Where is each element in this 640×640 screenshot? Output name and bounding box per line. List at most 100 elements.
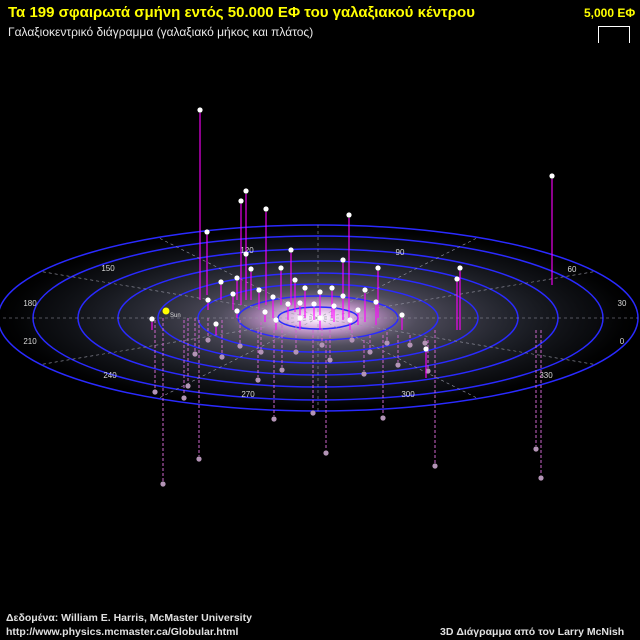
cluster-marker — [297, 300, 303, 306]
cluster-marker — [454, 276, 460, 282]
cluster-marker — [285, 301, 291, 307]
cluster-marker — [230, 291, 236, 297]
cluster-marker — [149, 316, 155, 322]
cluster-marker — [340, 257, 346, 263]
cluster-marker — [425, 368, 431, 374]
cluster-marker — [278, 265, 284, 271]
clusters-below-plane — [152, 318, 544, 487]
cluster-marker — [384, 340, 390, 346]
cluster-marker — [218, 279, 224, 285]
chart-subtitle: Γαλαξιοκεντρικό διάγραμμα (γαλαξιακό μήκ… — [8, 25, 314, 39]
cluster-marker — [258, 349, 264, 355]
cluster-marker — [243, 251, 249, 257]
cluster-marker — [279, 367, 285, 373]
cluster-marker — [270, 294, 276, 300]
cluster-marker — [310, 410, 316, 416]
cluster-marker — [380, 415, 386, 421]
longitude-label: 300 — [401, 390, 415, 399]
longitude-labels: 0 30 60 90 120 150 180 210 240 270 300 330 — [23, 246, 627, 399]
cluster-marker — [234, 308, 240, 314]
cluster-marker — [331, 303, 337, 309]
cluster-marker — [533, 446, 539, 452]
longitude-label: 150 — [101, 264, 115, 273]
longitude-label: 90 — [396, 248, 405, 257]
cluster-marker — [181, 395, 187, 401]
cluster-marker — [213, 321, 219, 327]
longitude-label: 330 — [539, 371, 553, 380]
cluster-marker — [205, 297, 211, 303]
cluster-marker — [347, 317, 353, 323]
longitude-line — [40, 317, 319, 365]
cluster-marker — [197, 107, 203, 113]
scale-label: 5,000 ΕΦ — [584, 6, 636, 20]
longitude-label: 270 — [241, 390, 255, 399]
cluster-marker — [302, 285, 308, 291]
cluster-marker — [317, 289, 323, 295]
cluster-marker — [423, 346, 429, 352]
cluster-marker — [271, 416, 277, 422]
cluster-marker — [311, 301, 317, 307]
chart-title: Τα 199 σφαιρωτά σμήνη εντός 50.000 ΕΦ το… — [8, 4, 475, 21]
cluster-marker — [422, 340, 428, 346]
cluster-marker — [292, 277, 298, 283]
cluster-marker — [262, 309, 268, 315]
longitude-label: 240 — [103, 371, 117, 380]
cluster-marker — [237, 343, 243, 349]
cluster-marker — [355, 307, 361, 313]
cluster-marker — [263, 206, 269, 212]
cluster-marker — [248, 266, 254, 272]
longitude-label: 180 — [23, 299, 37, 308]
cluster-marker — [238, 198, 244, 204]
clusters-above-plane — [149, 107, 555, 378]
longitude-line — [40, 271, 319, 319]
credit-data-source: Δεδομένα: William E. Harris, McMaster Un… — [6, 612, 252, 624]
cluster-marker — [243, 188, 249, 194]
cluster-marker — [549, 173, 555, 179]
cluster-marker — [432, 463, 438, 469]
credit-author: 3D Διάγραμμα από τον Larry McNish — [440, 626, 625, 638]
cluster-marker — [256, 287, 262, 293]
sun-dot — [162, 307, 170, 315]
cluster-marker — [293, 349, 299, 355]
cluster-marker — [367, 349, 373, 355]
cluster-marker — [273, 317, 279, 323]
cluster-marker — [327, 357, 333, 363]
longitude-lines — [0, 225, 638, 411]
cluster-marker — [319, 342, 325, 348]
cluster-marker — [373, 299, 379, 305]
cluster-marker — [346, 212, 352, 218]
cluster-marker — [288, 247, 294, 253]
longitude-label: 60 — [568, 265, 577, 274]
longitude-label: 30 — [618, 299, 627, 308]
cluster-marker — [349, 337, 355, 343]
cluster-marker — [538, 475, 544, 481]
cluster-marker — [297, 315, 303, 321]
cluster-marker — [219, 354, 225, 360]
longitude-line — [317, 317, 596, 365]
longitude-label: 0 — [620, 337, 625, 346]
cluster-marker — [234, 275, 240, 281]
cluster-marker — [204, 229, 210, 235]
cluster-marker — [362, 287, 368, 293]
sun-marker: Sun — [162, 307, 181, 319]
cluster-marker — [329, 285, 335, 291]
scale-bar — [598, 26, 630, 43]
cluster-marker — [205, 337, 211, 343]
cluster-marker — [361, 371, 367, 377]
cluster-marker — [407, 342, 413, 348]
cluster-marker — [399, 312, 405, 318]
cluster-marker — [340, 293, 346, 299]
cluster-marker — [457, 265, 463, 271]
cluster-marker — [255, 377, 261, 383]
cluster-marker — [152, 389, 158, 395]
cluster-marker — [185, 383, 191, 389]
cluster-marker — [395, 362, 401, 368]
sun-label: Sun — [170, 313, 181, 319]
cluster-marker — [323, 450, 329, 456]
cluster-marker — [192, 351, 198, 357]
longitude-label: 120 — [240, 246, 254, 255]
cluster-marker — [160, 481, 166, 487]
cluster-marker — [317, 315, 323, 321]
